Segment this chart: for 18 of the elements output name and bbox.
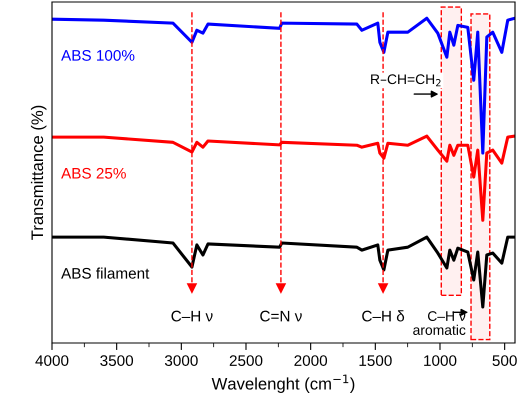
x-tick-label: 3000 bbox=[164, 355, 198, 366]
band-label: C–H ν aromatic bbox=[413, 311, 466, 335]
series-label: ABS 25% bbox=[61, 168, 126, 179]
x-tick-label: 2000 bbox=[294, 355, 328, 366]
x-tick-label: 1500 bbox=[359, 355, 392, 366]
band-label: R–CH=CH$_{2}$ bbox=[371, 74, 441, 86]
ref-line-label: C–H ν bbox=[171, 310, 213, 322]
x-tick-label: 1000 bbox=[424, 355, 456, 366]
x-tick-label: 500 bbox=[492, 355, 517, 366]
x-tick-label: 3500 bbox=[100, 355, 134, 366]
x-axis-title: Wavelenght (cm$^{−1}$) bbox=[212, 374, 354, 393]
x-tick-label: 2500 bbox=[230, 355, 262, 366]
series-label: ABS filament bbox=[61, 268, 150, 279]
series-label: ABS 100% bbox=[61, 50, 134, 61]
ref-line-label: C=N ν bbox=[260, 310, 302, 322]
ref-line-label: C–H δ bbox=[362, 310, 404, 322]
x-tick-label: 4000 bbox=[35, 355, 68, 366]
y-axis-title: Transmittance (%) bbox=[30, 106, 46, 240]
